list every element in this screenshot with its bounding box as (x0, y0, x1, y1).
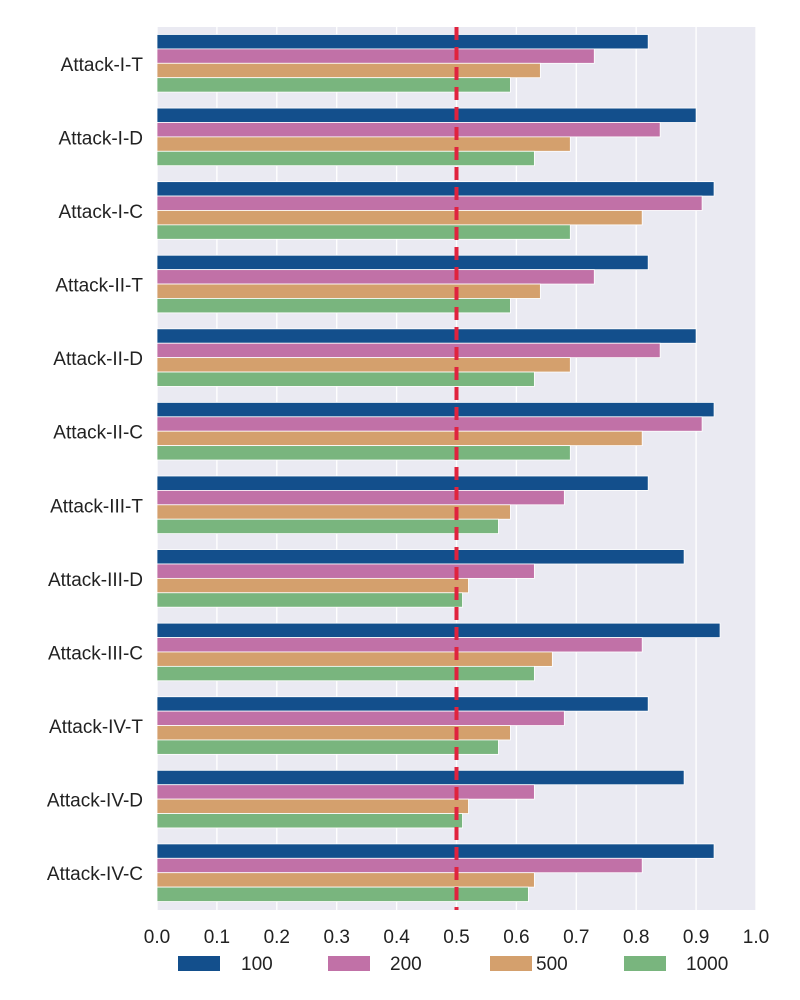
x-tick-label: 0.9 (683, 927, 709, 948)
bar (156, 416, 703, 432)
y-tick-label: Attack-III-D (48, 570, 143, 591)
x-tick-label: 0.8 (623, 927, 649, 948)
bar (156, 195, 703, 211)
y-tick-label: Attack-II-D (53, 349, 143, 370)
bar (156, 357, 571, 373)
bar (156, 549, 685, 565)
x-tick-label: 0.1 (204, 927, 230, 948)
grid-lines (156, 27, 757, 910)
bar (156, 62, 541, 79)
bar (156, 136, 571, 152)
y-tick-label: Attack-III-T (50, 496, 143, 517)
bar (156, 298, 511, 314)
legend: 100 200 500 1000 (178, 954, 728, 975)
x-tick-labels: 0.0 0.1 0.2 0.3 0.4 0.5 0.6 0.7 0.8 0.9 1.0 (144, 927, 769, 948)
bar (156, 886, 529, 902)
legend-swatch (624, 956, 666, 971)
legend-swatch (490, 956, 532, 971)
legend-label: 500 (536, 954, 568, 975)
bar (156, 592, 463, 608)
bar (156, 798, 469, 814)
bar (156, 34, 649, 50)
bar (156, 269, 595, 285)
bar (156, 813, 463, 829)
bar (156, 665, 535, 682)
y-tick-label: Attack-II-C (53, 423, 143, 444)
y-tick-label: Attack-I-T (61, 55, 144, 76)
bar (156, 577, 469, 594)
x-tick-label: 0.5 (443, 927, 469, 948)
legend-label: 200 (390, 954, 422, 975)
bar (156, 518, 499, 535)
bar (156, 48, 595, 64)
bar (156, 622, 721, 638)
y-tick-label: Attack-I-C (59, 202, 143, 223)
x-tick-label: 0.7 (563, 927, 589, 948)
bar (156, 475, 649, 491)
y-tick-label: Attack-II-T (55, 276, 143, 297)
x-tick-label: 0.4 (383, 927, 410, 948)
y-tick-label: Attack-IV-T (49, 717, 143, 738)
bar (156, 107, 697, 123)
bar (156, 430, 643, 447)
bar (156, 210, 643, 226)
legend-swatch (178, 956, 220, 971)
y-tick-label: Attack-I-D (59, 128, 143, 149)
bar (156, 122, 661, 138)
legend-label: 100 (241, 954, 273, 975)
bar (156, 342, 661, 359)
bar (156, 696, 649, 712)
bar (156, 402, 715, 418)
bar (156, 651, 553, 667)
x-tick-label: 0.6 (503, 927, 529, 948)
bar (156, 77, 511, 93)
bar (156, 563, 535, 579)
bar (156, 784, 535, 800)
x-tick-label: 0.0 (144, 927, 170, 948)
y-tick-label: Attack-III-C (48, 643, 143, 664)
bar (156, 254, 649, 271)
y-tick-label: Attack-IV-D (47, 791, 143, 812)
bar (156, 445, 571, 461)
bar (156, 224, 571, 240)
y-tick-labels: Attack-I-T Attack-I-D Attack-I-C Attack-II-… (47, 55, 143, 885)
bar (156, 769, 685, 786)
bar (156, 857, 643, 874)
x-tick-label: 0.2 (264, 927, 290, 948)
bar (156, 371, 535, 387)
bars (156, 34, 721, 902)
legend-label: 1000 (686, 954, 728, 975)
bar (156, 181, 715, 197)
bar (156, 843, 715, 859)
y-tick-label: Attack-IV-C (47, 864, 143, 885)
x-tick-label: 0.3 (323, 927, 349, 948)
bar (156, 489, 565, 506)
bar (156, 739, 499, 755)
x-tick-label: 1.0 (743, 927, 769, 948)
bar (156, 637, 643, 653)
bar (156, 283, 541, 299)
bar (156, 150, 535, 167)
bar (156, 872, 535, 888)
bar (156, 710, 565, 726)
legend-swatch (328, 956, 370, 971)
bar (156, 328, 697, 344)
